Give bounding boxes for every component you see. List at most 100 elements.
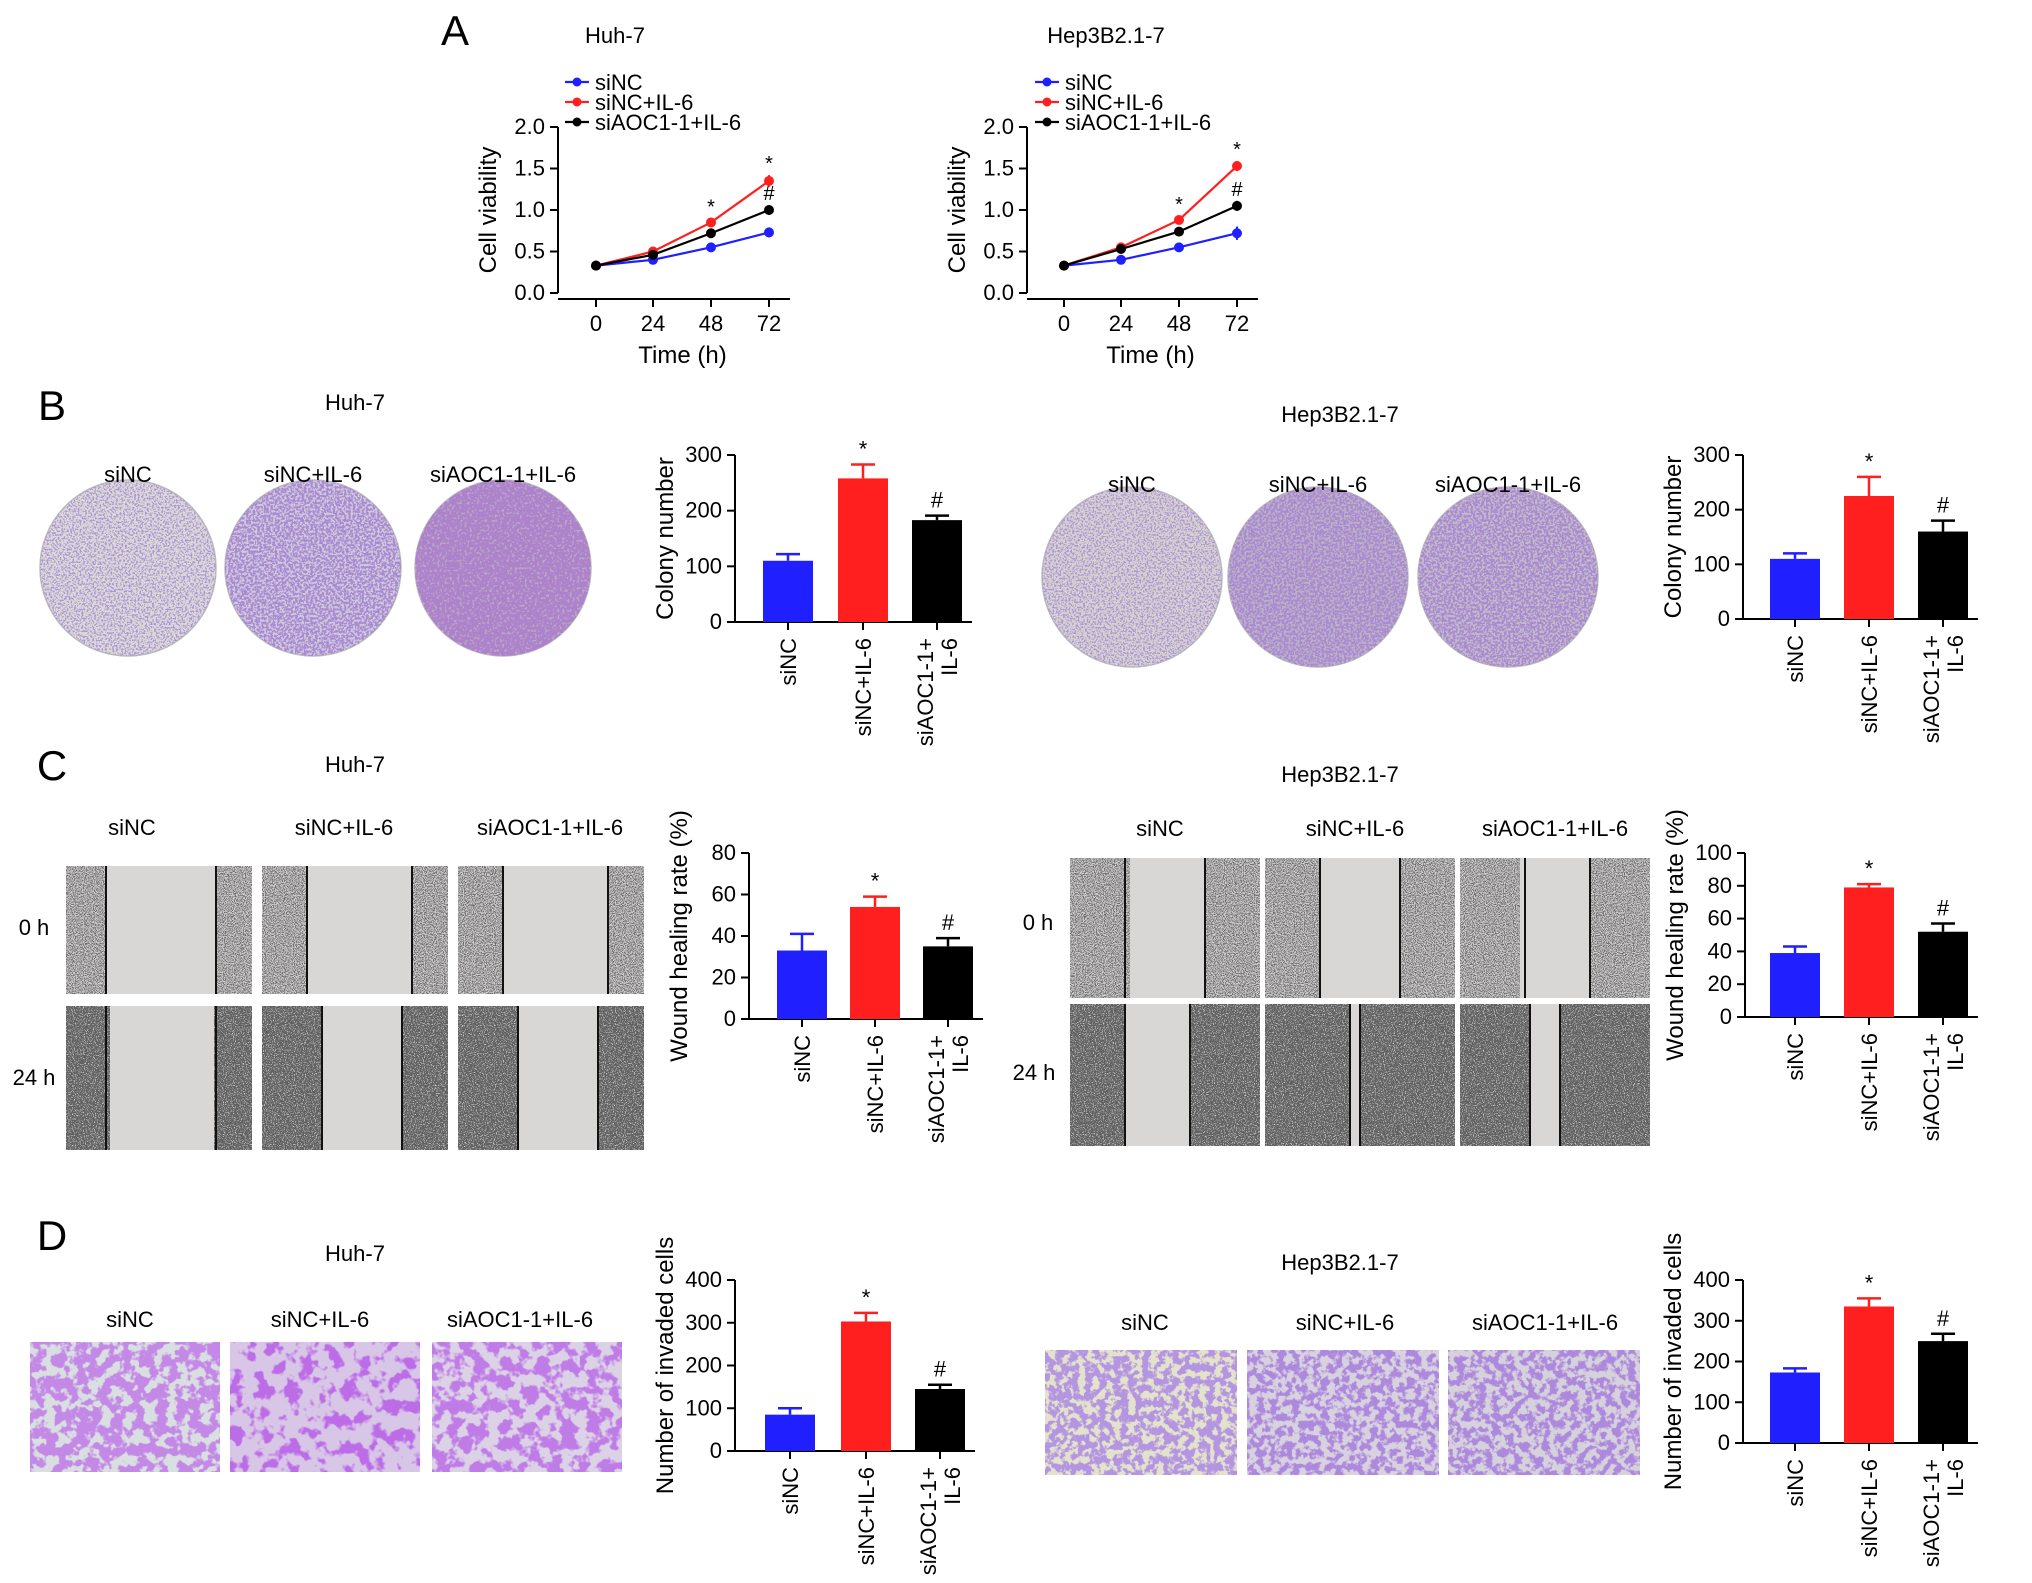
data-point (648, 249, 658, 260)
x-axis-title: Time (h) (638, 342, 726, 369)
y-tick-label: 1.0 (983, 197, 1014, 222)
cell-line-title: Hep3B2.1-7 (1281, 402, 1398, 427)
significance-mark: * (1175, 194, 1183, 216)
wound-gap (110, 1006, 214, 1150)
y-axis-title: Wound healing rate (%) (1662, 809, 1689, 1061)
y-tick-label: 100 (1693, 1389, 1730, 1414)
x-tick-label: 24 (641, 311, 665, 336)
significance-mark: # (1231, 179, 1243, 201)
legend-marker (572, 77, 582, 87)
x-tick-label: 24 (1109, 311, 1133, 336)
bar-siNC (1770, 953, 1820, 1017)
y-tick-label: 60 (1708, 906, 1732, 931)
condition-label: siNC (1108, 472, 1156, 497)
y-tick-label: 80 (712, 840, 736, 865)
legend-label: siAOC1-1+IL-6 (595, 110, 741, 135)
chart-title: Hep3B2.1-7 (1047, 23, 1164, 48)
wound-gap (1350, 1004, 1360, 1146)
y-tick-label: 100 (685, 553, 722, 578)
x-tick-label: 48 (1167, 311, 1191, 336)
y-tick-label: 2.0 (514, 114, 545, 139)
time-point-label: 24 h (13, 1065, 56, 1090)
legend-label: siNC+IL-6 (1065, 90, 1163, 115)
y-tick-label: 40 (712, 923, 736, 948)
condition-label: siNC (104, 462, 152, 487)
bar-chart-B-hep3b: 0 100 200 300 siNC * siNC+IL-6 # siAOC1-1+ IL-6 Co… (1660, 442, 1978, 743)
y-tick-label: 100 (1693, 551, 1730, 576)
data-point (1174, 226, 1184, 237)
colony-stain (225, 480, 401, 656)
significance-mark: # (942, 910, 955, 935)
x-tick-label: siNC+IL-6 (854, 1467, 879, 1565)
condition-label: siAOC1-1+IL-6 (477, 815, 623, 840)
x-tick-label: siNC (1783, 635, 1808, 683)
bar-chart-D-huh7: 0 100 200 300 400 siNC * siNC+IL-6 # siAOC1-1+ IL-… (652, 1237, 975, 1575)
x-tick-label: siAOC1-1+ (1919, 1459, 1944, 1567)
invaded-cells (1448, 1350, 1640, 1475)
series-line-siNC (1063, 232, 1238, 267)
x-tick-label: 0 (1058, 311, 1070, 336)
invaded-cells (230, 1342, 420, 1472)
y-axis-title: Wound healing rate (%) (666, 810, 693, 1062)
x-tick-label: 72 (757, 311, 781, 336)
y-tick-label: 0.5 (983, 239, 1014, 264)
data-point (1174, 214, 1184, 225)
wound-gap (518, 1006, 598, 1150)
colony-stain (1228, 487, 1408, 667)
x-tick-label: siNC+IL-6 (1857, 1459, 1882, 1557)
condition-label: siNC (1121, 1310, 1169, 1335)
x-tick-label: siNC (790, 1035, 815, 1083)
bar-siNC (763, 560, 813, 622)
significance-mark: # (1937, 896, 1950, 921)
colony-stain (1042, 487, 1222, 667)
significance-mark: * (765, 153, 773, 175)
significance-mark: * (871, 869, 880, 894)
data-point (1116, 254, 1126, 265)
x-tick-label: IL-6 (1943, 1033, 1968, 1071)
y-axis-title: Number of invaded cells (652, 1237, 679, 1494)
bar-siNC+IL-6 (850, 906, 900, 1019)
y-tick-label: 300 (685, 1310, 722, 1335)
panel-letter-C: C (37, 742, 67, 789)
bar-siAOC1-1+IL-6 (923, 946, 973, 1019)
x-tick-label: siNC (1783, 1459, 1808, 1507)
wound-gap (1520, 858, 1590, 998)
significance-mark: # (1937, 493, 1950, 518)
condition-label: siNC (106, 1307, 154, 1332)
x-tick-label: siNC+IL-6 (1857, 635, 1882, 733)
y-tick-label: 0.0 (983, 280, 1014, 305)
colony-stain (1418, 487, 1598, 667)
y-tick-label: 0 (1718, 606, 1730, 631)
legend-marker (572, 117, 582, 127)
y-tick-label: 1.5 (983, 156, 1014, 181)
significance-mark: # (934, 1357, 947, 1382)
bar-siNC+IL-6 (1844, 1306, 1894, 1443)
cell-line-title: Hep3B2.1-7 (1281, 762, 1398, 787)
series-line-siAOC1-1+IL-6 (595, 208, 770, 267)
y-tick-label: 1.0 (514, 197, 545, 222)
y-tick-label: 200 (1693, 1349, 1730, 1374)
x-tick-label: siAOC1-1+ (1919, 1033, 1944, 1141)
y-tick-label: 0 (1720, 1004, 1732, 1029)
significance-mark: * (1233, 139, 1241, 161)
y-tick-label: 1.5 (514, 156, 545, 181)
data-point (591, 260, 601, 271)
bar-chart-C-hep3b: 0 20 40 60 80 100 siNC * siNC+IL-6 # siAOC1-1+ IL-6… (1662, 809, 1978, 1141)
bar-chart-C-huh7: 0 20 40 60 80 siNC * siNC+IL-6 # siAOC1-1+ IL-6 Wou… (666, 810, 983, 1143)
cell-line-title: Huh-7 (325, 752, 385, 777)
legend-label: siNC (595, 70, 643, 95)
data-point (1232, 200, 1242, 211)
y-tick-label: 300 (1693, 442, 1730, 467)
legend-marker (1042, 77, 1052, 87)
condition-label: siNC+IL-6 (1296, 1310, 1394, 1335)
x-tick-label: IL-6 (1943, 1459, 1968, 1497)
invaded-cells (1045, 1350, 1237, 1475)
wound-gap (1320, 858, 1400, 998)
bar-chart-B-huh7: 0 100 200 300 siNC * siNC+IL-6 # siAOC1-1+ IL-6 Co… (652, 436, 972, 746)
legend-label: siNC+IL-6 (595, 90, 693, 115)
bar-siNC (1770, 558, 1820, 619)
wound-gap (1530, 1004, 1560, 1146)
data-point (764, 227, 774, 238)
condition-label: siAOC1-1+IL-6 (1482, 816, 1628, 841)
